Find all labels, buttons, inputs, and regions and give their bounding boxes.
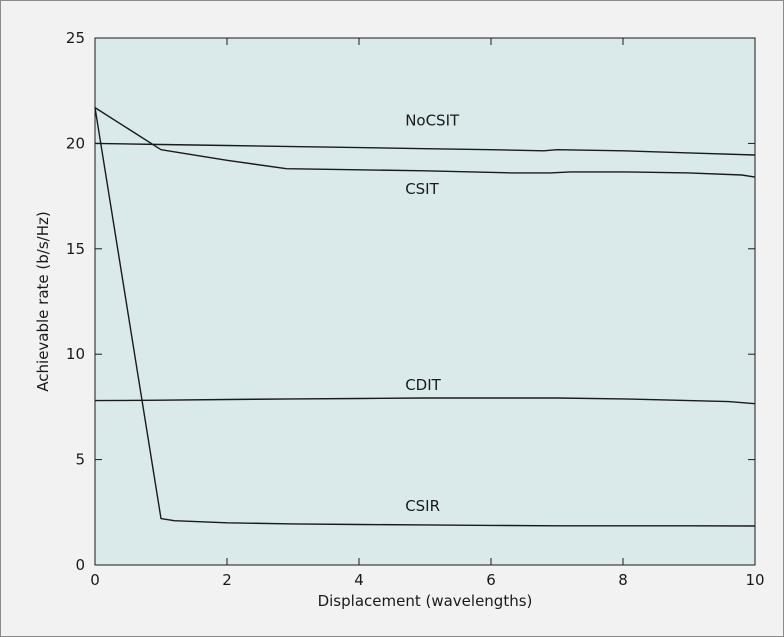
x-tick-label: 0 bbox=[90, 571, 100, 589]
series-line-csir bbox=[94, 107, 756, 527]
y-tick-label: 25 bbox=[66, 29, 85, 47]
series-line-cdit bbox=[94, 397, 756, 405]
x-tick-label: 8 bbox=[618, 571, 628, 589]
series-label-csit: CSIT bbox=[405, 180, 439, 198]
series-label-csir: CSIR bbox=[405, 497, 440, 515]
series-line-csit bbox=[94, 107, 756, 178]
y-tick-label: 10 bbox=[66, 345, 85, 363]
series-label-cdit: CDIT bbox=[405, 376, 441, 394]
y-tick-label: 5 bbox=[75, 451, 85, 469]
series-label-nocsit: NoCSIT bbox=[405, 111, 460, 129]
plot-area bbox=[95, 38, 755, 565]
ticks-layer: 0 2 4 6 8 10 0 5 10 15 20 25 bbox=[66, 29, 765, 589]
plot-border bbox=[94, 37, 756, 566]
x-tick-label: 2 bbox=[222, 571, 232, 589]
x-axis-title: Displacement (wavelengths) bbox=[318, 592, 533, 610]
y-axis-title: Achievable rate (b/s/Hz) bbox=[34, 211, 52, 391]
y-tick-label: 0 bbox=[75, 556, 85, 574]
series-line-nocsit bbox=[94, 142, 756, 156]
x-tick-label: 4 bbox=[354, 571, 364, 589]
x-tick-label: 10 bbox=[745, 571, 764, 589]
series-layer: NoCSIT CSIT CDIT CSIR bbox=[94, 107, 756, 527]
y-tick-label: 20 bbox=[66, 134, 85, 152]
y-tick-label: 15 bbox=[66, 240, 85, 258]
x-tick-label: 6 bbox=[486, 571, 496, 589]
